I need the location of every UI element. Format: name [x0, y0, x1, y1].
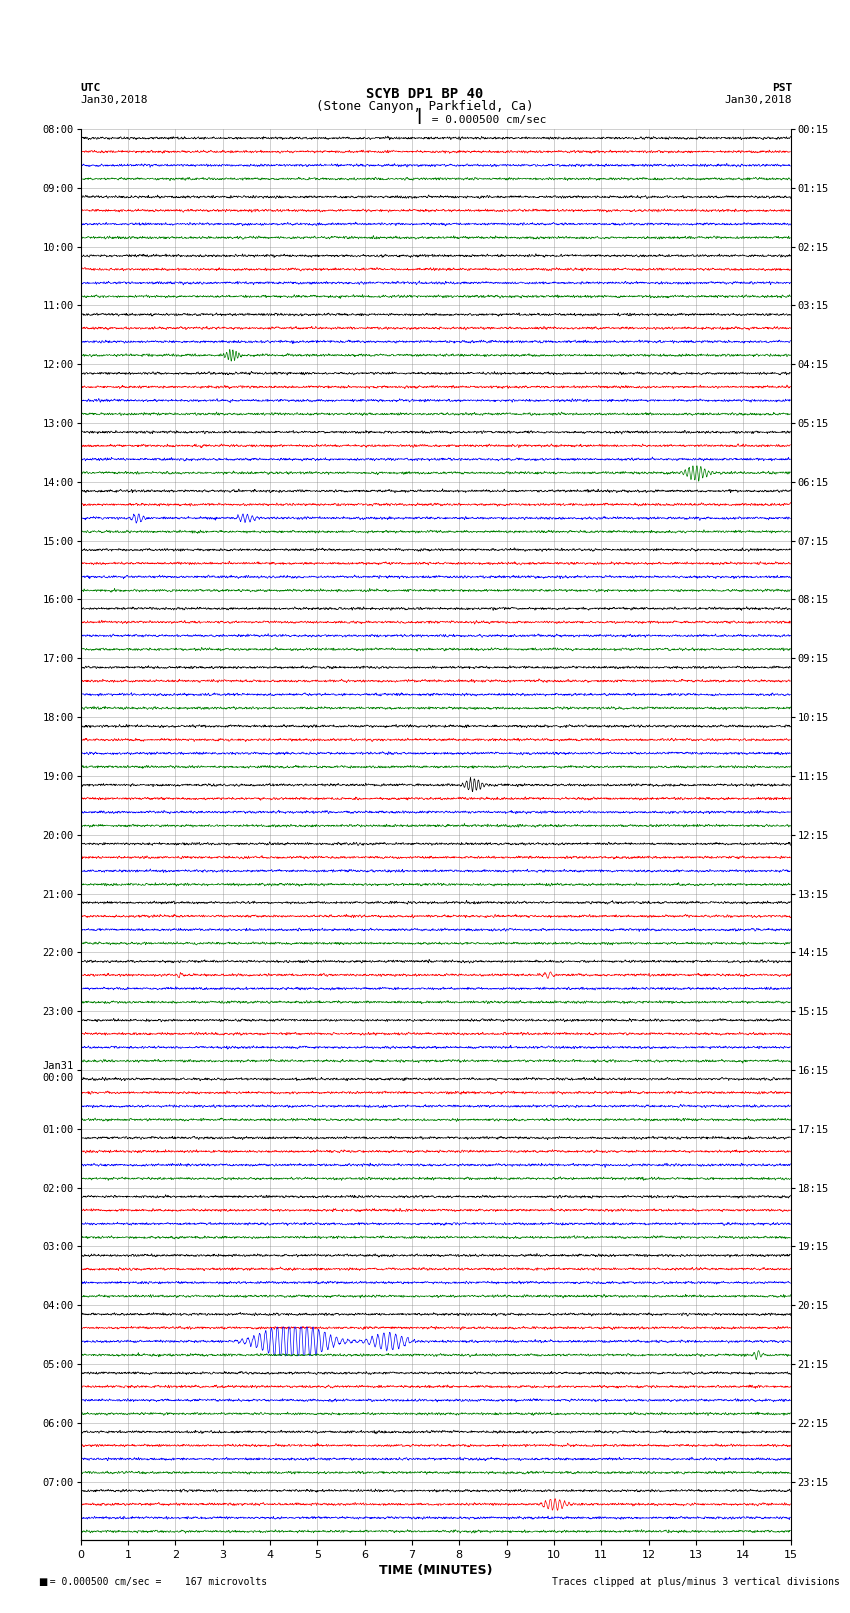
X-axis label: TIME (MINUTES): TIME (MINUTES) [379, 1565, 492, 1578]
Text: ■: ■ [38, 1578, 48, 1587]
Text: (Stone Canyon, Parkfield, Ca): (Stone Canyon, Parkfield, Ca) [316, 100, 534, 113]
Text: |: | [415, 108, 423, 124]
Text: SCYB DP1 BP 40: SCYB DP1 BP 40 [366, 87, 484, 100]
Text: Traces clipped at plus/minus 3 vertical divisions: Traces clipped at plus/minus 3 vertical … [552, 1578, 841, 1587]
Text: = 0.000500 cm/sec: = 0.000500 cm/sec [425, 115, 547, 126]
Text: UTC: UTC [81, 82, 101, 92]
Text: Jan30,2018: Jan30,2018 [725, 95, 792, 105]
Text: = 0.000500 cm/sec =    167 microvolts: = 0.000500 cm/sec = 167 microvolts [38, 1578, 268, 1587]
Text: PST: PST [772, 82, 792, 92]
Text: Jan30,2018: Jan30,2018 [81, 95, 148, 105]
